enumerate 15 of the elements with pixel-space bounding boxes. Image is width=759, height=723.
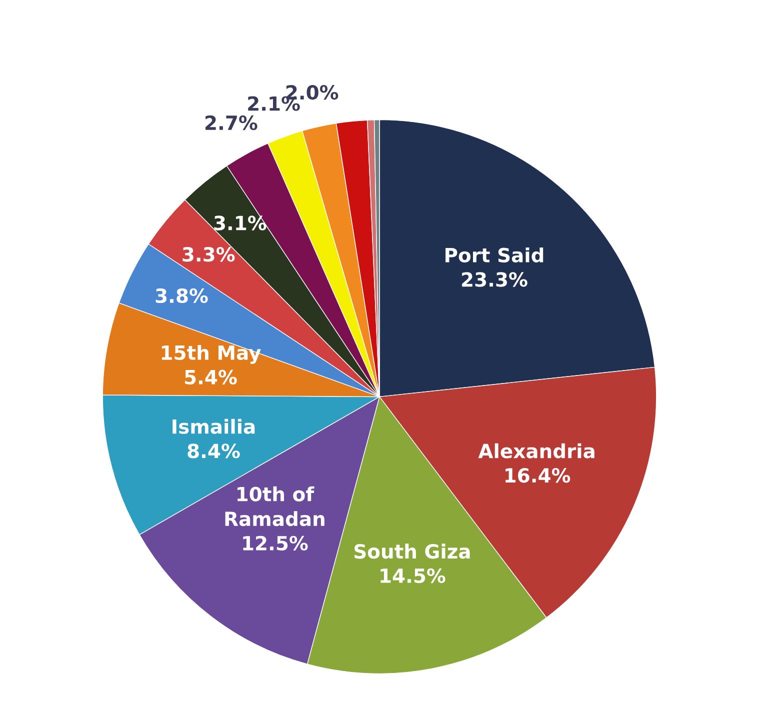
slice-label: 15th May [162, 344, 261, 364]
slice-label: South Giza [354, 544, 470, 559]
data-label: 12.5% [243, 536, 308, 551]
slice-label: Port Said [446, 247, 544, 262]
data-label: 23.3% [462, 272, 528, 287]
slice-label: 10th of Ramadan [225, 486, 324, 526]
data-label: 2.7% [206, 115, 258, 130]
data-label: 5.4% [185, 370, 237, 384]
data-label: 3.3% [182, 247, 235, 262]
slice-label: Alexandria [478, 443, 594, 458]
data-label: 3.8% [156, 288, 208, 304]
data-label: 16.4% [506, 468, 570, 483]
slice-label: Ismailia [172, 418, 255, 434]
data-label: 8.4% [188, 444, 240, 458]
data-label: 14.5% [380, 568, 446, 584]
